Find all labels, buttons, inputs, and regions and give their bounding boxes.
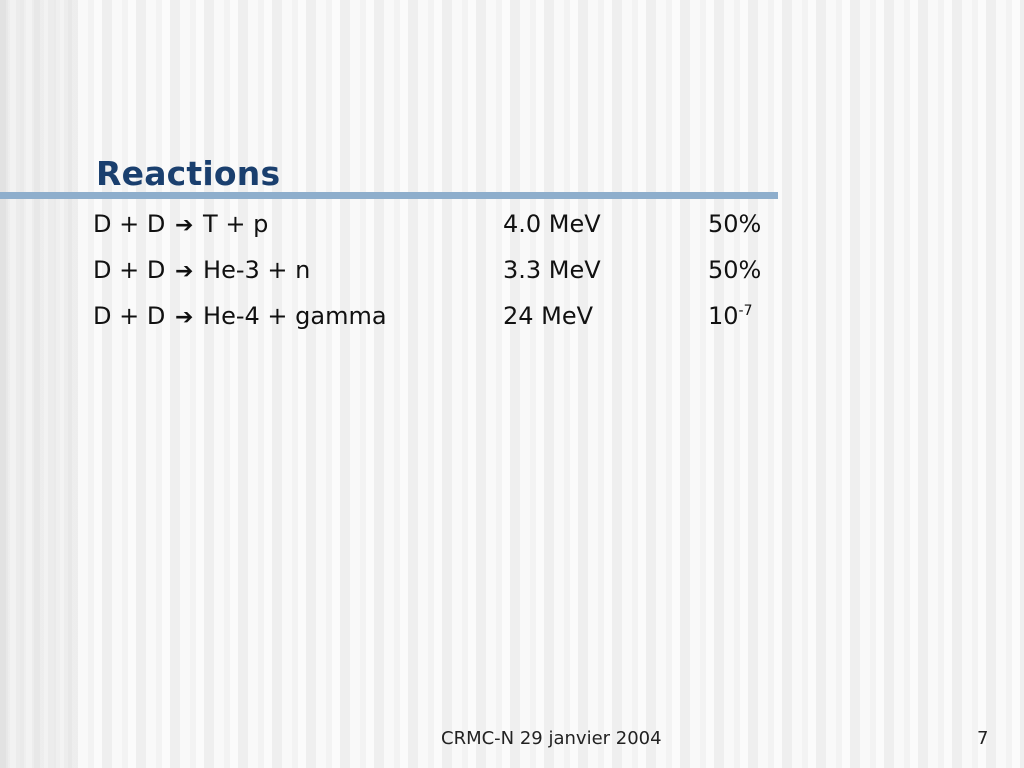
- reaction-equation: D + D ➔ T + p: [93, 210, 268, 238]
- reaction-rhs: He-3 + n: [203, 256, 311, 284]
- reaction-probability: 10-7: [708, 302, 753, 330]
- reaction-energy: 24 MeV: [503, 302, 594, 330]
- probability-value: 50%: [708, 210, 762, 238]
- page-number: 7: [977, 728, 989, 749]
- reaction-probability: 50%: [708, 210, 761, 238]
- background-stripe-panel: [0, 0, 78, 768]
- reaction-row: D + D ➔ T + p 4.0 MeV 50%: [0, 210, 1024, 256]
- arrow-right-icon: ➔: [174, 259, 194, 284]
- reaction-energy: 3.3 MeV: [503, 256, 601, 284]
- probability-exponent: -7: [738, 303, 753, 319]
- arrow-right-icon: ➔: [174, 213, 194, 238]
- reaction-lhs: D + D: [93, 256, 166, 284]
- reaction-lhs: D + D: [93, 210, 166, 238]
- title-underline: [0, 192, 778, 199]
- reaction-rhs: T + p: [203, 210, 269, 238]
- reaction-energy: 4.0 MeV: [503, 210, 601, 238]
- reaction-row: D + D ➔ He-3 + n 3.3 MeV 50%: [0, 256, 1024, 302]
- reaction-rhs: He-4 + gamma: [203, 302, 387, 330]
- reaction-row: D + D ➔ He-4 + gamma 24 MeV 10-7: [0, 302, 1024, 348]
- reaction-probability: 50%: [708, 256, 761, 284]
- reaction-equation: D + D ➔ He-3 + n: [93, 256, 310, 284]
- probability-value: 10: [708, 302, 739, 330]
- reaction-equation: D + D ➔ He-4 + gamma: [93, 302, 387, 330]
- arrow-right-icon: ➔: [174, 305, 194, 330]
- slide-footer: CRMC-N 29 janvier 2004: [441, 728, 662, 749]
- reaction-lhs: D + D: [93, 302, 166, 330]
- slide-title: Reactions: [96, 154, 281, 194]
- probability-value: 50%: [708, 256, 762, 284]
- reaction-table: D + D ➔ T + p 4.0 MeV 50% D + D ➔ He-3 +…: [0, 210, 1024, 348]
